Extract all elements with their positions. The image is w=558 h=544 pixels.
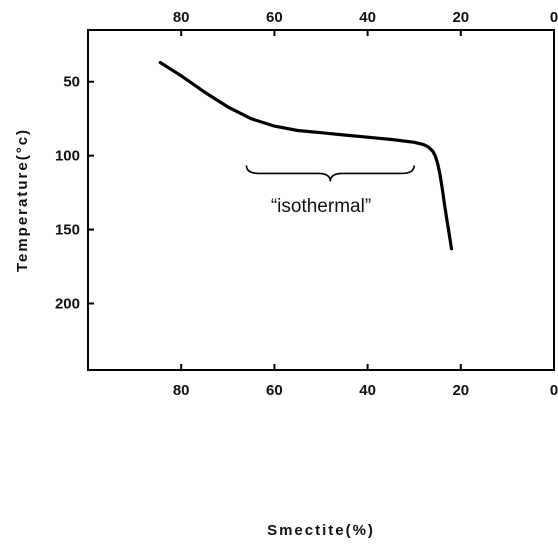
y-tick-label-50: 50 [63, 74, 80, 91]
isothermal-brace [245, 165, 415, 182]
x-tick-label-top-40: 40 [359, 9, 376, 26]
y-tick-label-100: 100 [55, 148, 80, 165]
x-tick-label-bottom-20: 20 [452, 382, 469, 399]
y-tick-label-200: 200 [55, 295, 80, 312]
x-tick-label-bottom-60: 60 [266, 382, 283, 399]
x-tick-label-bottom-80: 80 [173, 382, 190, 399]
x-tick-label-bottom-40: 40 [359, 382, 376, 399]
plot-frame [87, 29, 555, 371]
y-tick-label-150: 150 [55, 222, 80, 239]
axis-ticks [88, 30, 555, 370]
y-axis-title: Temperature(°c) [14, 128, 31, 272]
x-axis-title: Smectite(%) [267, 522, 375, 539]
x-tick-label-top-20: 20 [452, 9, 469, 26]
x-tick-label-top-0: 0 [550, 9, 558, 26]
x-tick-label-top-60: 60 [266, 9, 283, 26]
x-tick-label-bottom-0: 0 [550, 382, 558, 399]
x-tick-label-top-80: 80 [173, 9, 190, 26]
series-line [158, 60, 454, 251]
isothermal-annotation: “isothermal” [271, 196, 371, 217]
